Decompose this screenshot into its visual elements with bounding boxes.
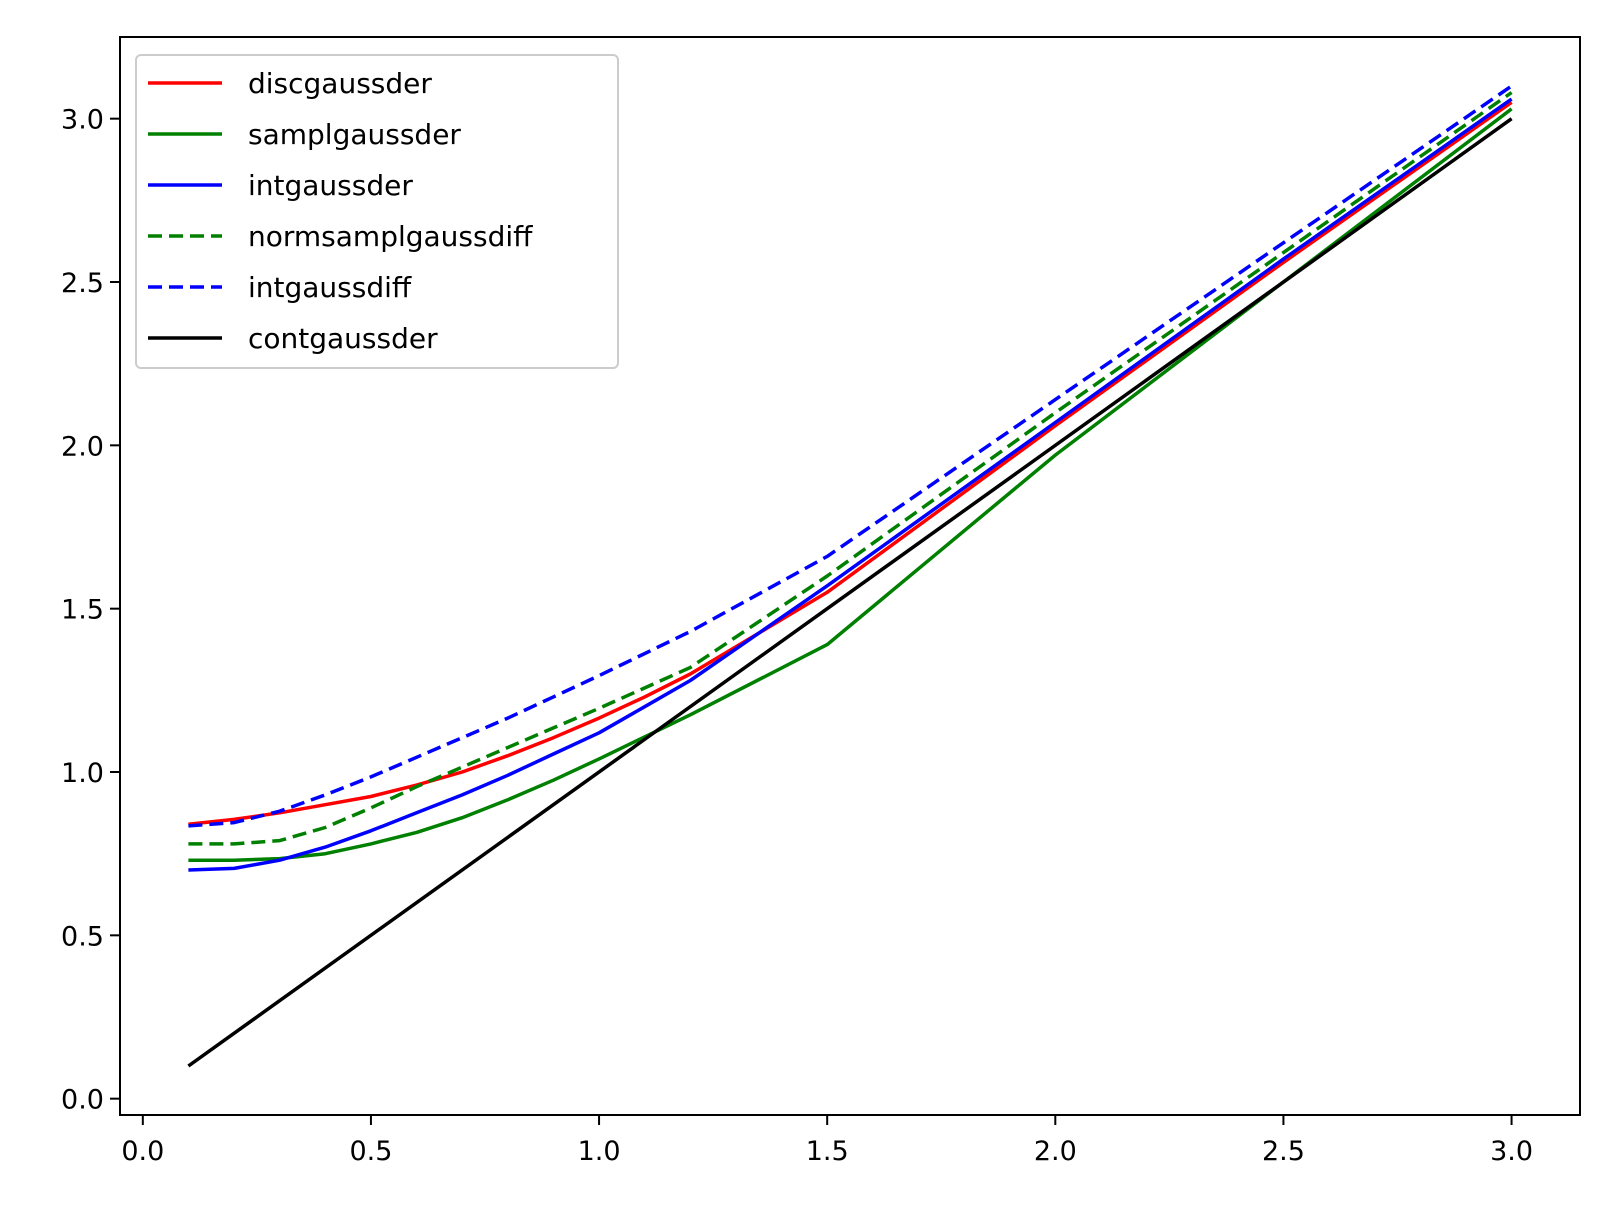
series-line-intgaussdiff (188, 84, 1513, 828)
y-tick-label: 2.5 (61, 268, 104, 299)
y-tick-label: 1.0 (61, 758, 104, 789)
legend-label-discgaussder: discgaussder (248, 67, 432, 100)
y-axis: 0.0 0.5 1.0 1.5 2.0 2.5 3.0 (61, 105, 120, 1116)
x-tick-label: 2.5 (1262, 1136, 1305, 1167)
legend-label-intgaussdiff: intgaussdiff (248, 271, 412, 304)
y-tick-label: 3.0 (61, 105, 104, 136)
series-layer (187, 84, 1513, 1068)
x-tick-label: 2.0 (1034, 1136, 1077, 1167)
y-tick-label: 0.5 (61, 921, 104, 952)
x-axis: 0.0 0.5 1.0 1.5 2.0 2.5 3.0 (121, 1115, 1533, 1167)
series-line-normsamplgaussdiff (188, 91, 1513, 846)
y-tick-label: 1.5 (61, 595, 104, 626)
x-tick-label: 0.5 (349, 1136, 392, 1167)
series-line-discgaussder (188, 100, 1513, 827)
x-tick-label: 1.0 (578, 1136, 621, 1167)
x-tick-label: 1.5 (806, 1136, 849, 1167)
x-tick-label: 3.0 (1490, 1136, 1533, 1167)
plot-frame (119, 36, 1581, 1116)
y-tick-label: 0.0 (61, 1085, 104, 1116)
series-line-intgaussder (188, 97, 1513, 872)
legend: discgaussder samplgaussder intgaussder norm… (135, 54, 619, 369)
legend-label-normsamplgaussdiff: normsamplgaussdiff (248, 220, 533, 253)
legend-box (135, 54, 619, 369)
x-tick-label: 0.0 (121, 1136, 164, 1167)
legend-label-contgaussder: contgaussder (248, 322, 438, 355)
y-tick-label: 2.0 (61, 431, 104, 462)
legend-label-samplgaussder: samplgaussder (248, 118, 461, 151)
series-line-contgaussder (187, 117, 1513, 1068)
legend-label-intgaussder: intgaussder (248, 169, 413, 202)
